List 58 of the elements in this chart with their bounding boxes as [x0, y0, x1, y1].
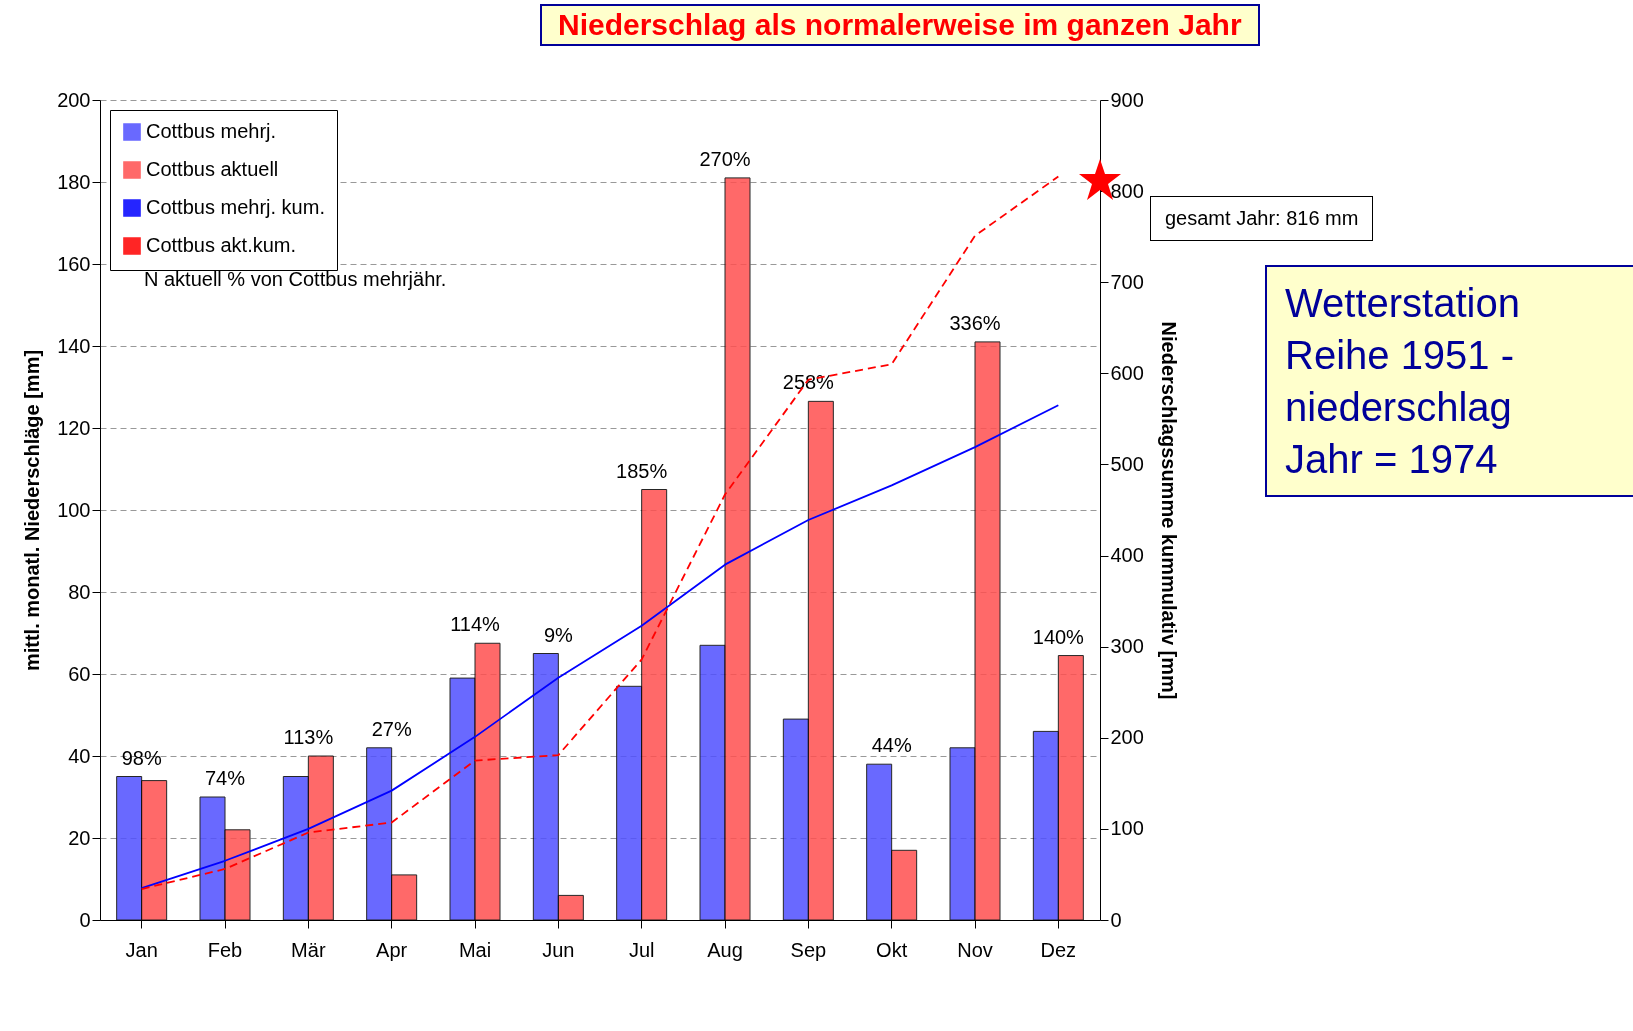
text: Jahr = 1974: [1285, 436, 1499, 483]
y-tick-label: 120: [57, 416, 91, 439]
y-tick-label: 200: [57, 88, 91, 111]
legend-label: Cottbus akt.kum.: [146, 234, 297, 256]
annotation: 44%: [871, 734, 912, 757]
y-tick-label: 160: [57, 252, 91, 275]
text: Reihe 1951 -: [1285, 332, 1516, 379]
y2-tick-label: 0: [1110, 908, 1122, 931]
y-tick-label: 0: [79, 908, 91, 931]
y-tick-label: 180: [57, 170, 91, 193]
annotation: 74%: [204, 767, 246, 789]
y2-tick-label: 700: [1110, 270, 1144, 293]
annotation: 9%: [543, 623, 573, 646]
y-tick-label: 40: [68, 744, 91, 767]
annotation: 114%: [450, 613, 501, 636]
legend-label: Cottbus aktuell: [146, 158, 279, 180]
y2-tick-label: 500: [1110, 452, 1144, 475]
annotation: 140%: [1032, 625, 1085, 648]
y2-tick-label: 800: [1110, 179, 1144, 202]
y-tick-label: 60: [68, 662, 91, 685]
x-tick-label: Okt: [876, 938, 908, 961]
text: gesamt Jahr: 816 mm: [1150, 196, 1374, 241]
x-tick-label: Apr: [376, 938, 408, 961]
x-tick-label: Jul: [628, 938, 655, 961]
annotation: N aktuell % von Cottbus mehrjähr.: [144, 268, 447, 290]
y2-tick-label: 300: [1110, 635, 1144, 658]
legend-label: Cottbus mehrj. kum.: [146, 196, 325, 218]
annotation: 98%: [121, 746, 162, 769]
x-tick-label: Dez: [1040, 938, 1077, 961]
x-tick-label: Mai: [458, 938, 492, 961]
y2-axis-title: Niederschlagssumme kummulativ [mm]: [1157, 321, 1180, 700]
annotation: 270%: [699, 147, 751, 170]
legend-label: Cottbus mehrj.: [146, 120, 277, 142]
y2-tick-label: 900: [1110, 88, 1144, 111]
annotation: 336%: [949, 311, 1001, 334]
y-tick-label: 20: [68, 826, 91, 849]
annotation: 258%: [782, 371, 835, 394]
y2-tick-label: 600: [1110, 361, 1144, 384]
text: niederschlag: [1285, 384, 1513, 431]
text: Wetterstation: [1285, 280, 1521, 327]
y-axis-title: mittl. monatl. Niederschläge [mm]: [21, 349, 44, 672]
x-tick-label: Jun: [542, 938, 575, 961]
y2-tick-label: 200: [1110, 726, 1144, 749]
annotation: 27%: [371, 717, 412, 740]
y2-tick-label: 400: [1110, 544, 1144, 567]
y-tick-label: 80: [68, 580, 91, 603]
x-tick-label: Sep: [790, 938, 827, 961]
x-tick-label: Mär: [291, 938, 326, 961]
annotation: 185%: [616, 459, 668, 482]
x-tick-label: Jan: [125, 938, 158, 961]
annotation: 113%: [283, 726, 334, 748]
x-tick-label: Aug: [707, 938, 743, 961]
x-tick-label: Feb: [207, 938, 243, 961]
x-tick-label: Nov: [957, 938, 993, 961]
y2-tick-label: 100: [1110, 817, 1144, 840]
chart-title: Niederschlag als normalerweise im ganzen Jahr: [540, 4, 1260, 46]
y-tick-label: 140: [57, 334, 91, 357]
y-tick-label: 100: [57, 498, 91, 521]
